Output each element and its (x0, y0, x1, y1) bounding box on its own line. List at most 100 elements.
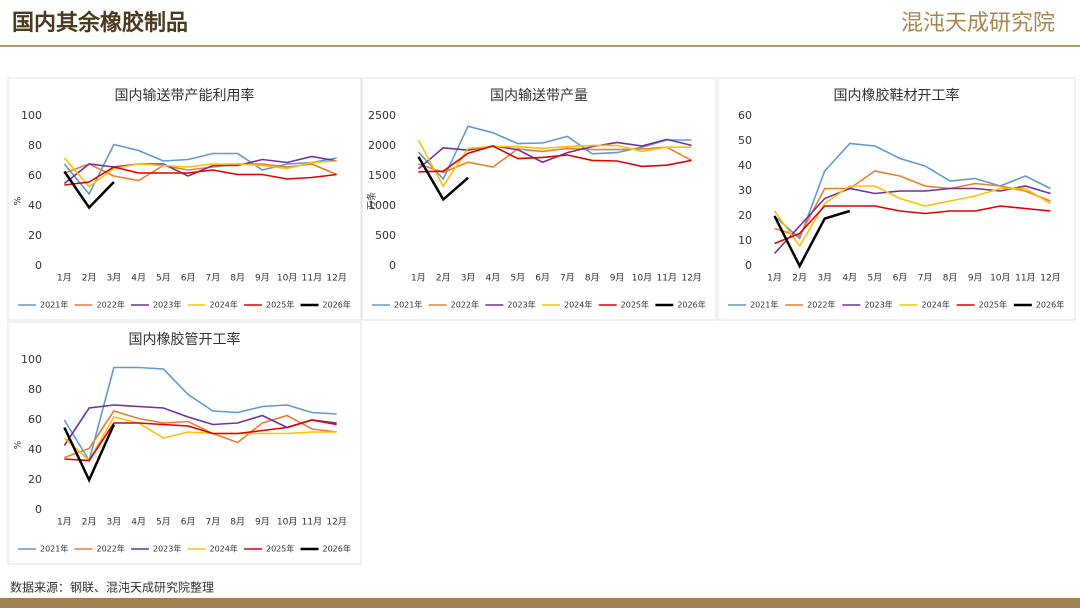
series-line (64, 166, 337, 186)
legend-label: 2021年 (394, 300, 422, 310)
y-tick-label: 40 (28, 443, 42, 456)
x-tick-label: 1月 (57, 517, 72, 528)
x-tick-label: 12月 (326, 273, 346, 284)
x-tick-label: 9月 (255, 517, 270, 528)
x-tick-label: 7月 (560, 273, 575, 284)
x-tick-label: 1月 (411, 273, 426, 284)
x-tick-label: 7月 (206, 273, 221, 284)
x-tick-label: 6月 (893, 273, 908, 284)
y-tick-label: 0 (35, 259, 42, 272)
x-tick-label: 5月 (510, 273, 525, 284)
x-tick-label: 11月 (302, 273, 322, 284)
series-line (774, 170, 1051, 237)
legend-label: 2024年 (210, 544, 238, 554)
y-tick-label: 20 (738, 209, 752, 222)
y-tick-label: 40 (28, 199, 42, 212)
series-line (63, 157, 337, 188)
x-tick-label: 9月 (255, 273, 270, 284)
y-tick-label: 0 (389, 259, 396, 272)
legend-label: 2026年 (323, 300, 351, 310)
series-line (774, 205, 1051, 245)
x-tick-label: 3月 (107, 273, 122, 284)
series-line (417, 156, 469, 202)
x-tick-label: 2月 (82, 273, 97, 284)
series-line (417, 125, 692, 181)
y-axis-label: 万条 (366, 192, 378, 210)
x-tick-label: 9月 (968, 273, 983, 284)
chart: 国内橡胶鞋材开工率 0 10 20 30 40 50 60 1月 2月 3月 4月 5月 6月 7月 8月 9月… (717, 77, 1076, 321)
series-line (773, 209, 851, 269)
series-line (418, 145, 692, 173)
page-title: 国内其余橡胶制品 (12, 10, 188, 36)
legend-label: 2021年 (40, 544, 68, 554)
x-tick-label: 1月 (57, 273, 72, 284)
x-tick-label: 12月 (326, 517, 346, 528)
legend-label: 2024年 (564, 300, 592, 310)
x-tick-label: 3月 (107, 517, 122, 528)
x-tick-label: 12月 (1040, 273, 1060, 284)
x-tick-label: 11月 (657, 273, 677, 284)
panel (717, 77, 1076, 321)
series-line (418, 146, 692, 174)
series-line (63, 143, 337, 196)
logo: 混沌天成研究院 (901, 11, 1055, 36)
series-line (64, 419, 337, 462)
legend-label: 2025年 (266, 300, 294, 310)
legend-label: 2022年 (97, 300, 125, 310)
x-tick-label: 5月 (156, 273, 171, 284)
series-line (64, 410, 337, 459)
legend-label: 2022年 (807, 300, 835, 310)
x-tick-label: 3月 (461, 273, 476, 284)
source-note: 数据来源：钢联、混沌天成研究院整理 (10, 580, 214, 595)
legend-label: 2025年 (621, 300, 649, 310)
y-tick-label: 80 (28, 139, 42, 152)
legend-label: 2023年 (507, 300, 535, 310)
x-tick-label: 8月 (943, 273, 958, 284)
x-tick-label: 6月 (535, 273, 550, 284)
y-tick-label: 50 (738, 134, 752, 147)
legend-label: 2026年 (677, 300, 705, 310)
series-line (63, 423, 116, 483)
x-tick-label: 12月 (681, 273, 701, 284)
x-tick-label: 4月 (486, 273, 501, 284)
x-tick-label: 8月 (230, 273, 245, 284)
series-line (417, 138, 692, 170)
legend-label: 2025年 (266, 544, 294, 554)
chart-title: 国内橡胶管开工率 (129, 331, 241, 348)
chart-title: 国内橡胶鞋材开工率 (834, 87, 960, 104)
legend-label: 2024年 (922, 300, 950, 310)
chart-title: 国内输送带产能利用率 (115, 87, 255, 104)
y-tick-label: 1500 (368, 169, 396, 182)
y-tick-label: 2000 (368, 139, 396, 152)
series-line (63, 170, 115, 210)
x-tick-label: 4月 (131, 273, 146, 284)
chart: 国内橡胶管开工率% 0 20 40 60 80 100 1月 2月 3月 4月 5月 6月 7月 8月 9月 1… (7, 321, 362, 565)
series-line (773, 185, 1051, 255)
legend-label: 2023年 (153, 544, 181, 554)
legend-label: 2026年 (323, 544, 351, 554)
x-tick-label: 6月 (181, 517, 196, 528)
y-tick-label: 30 (738, 184, 752, 197)
y-tick-label: 80 (28, 383, 42, 396)
x-tick-label: 2月 (82, 517, 97, 528)
legend-label: 2024年 (210, 300, 238, 310)
x-tick-label: 3月 (817, 273, 832, 284)
y-tick-label: 40 (738, 159, 752, 172)
x-tick-label: 2月 (436, 273, 451, 284)
x-tick-label: 8月 (585, 273, 600, 284)
series-line (63, 416, 337, 462)
y-tick-label: 20 (28, 229, 42, 242)
y-tick-label: 0 (745, 259, 752, 272)
panel (7, 321, 362, 565)
x-tick-label: 5月 (156, 517, 171, 528)
legend-label: 2021年 (750, 300, 778, 310)
legend-label: 2023年 (153, 300, 181, 310)
x-tick-label: 10月 (277, 517, 297, 528)
y-axis-label: % (14, 196, 24, 205)
x-tick-label: 10月 (632, 273, 652, 284)
x-tick-label: 11月 (302, 517, 322, 528)
legend-label: 2022年 (451, 300, 479, 310)
y-tick-label: 60 (28, 413, 42, 426)
